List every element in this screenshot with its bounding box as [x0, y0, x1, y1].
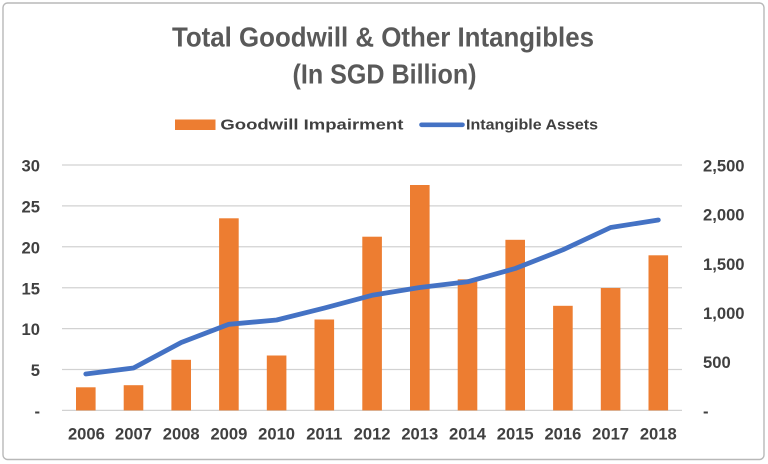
svg-text:25: 25 — [22, 198, 40, 217]
svg-text:2009: 2009 — [210, 425, 247, 444]
svg-text:30: 30 — [22, 157, 40, 176]
svg-text:2013: 2013 — [401, 425, 438, 444]
svg-text:1,500: 1,500 — [703, 255, 745, 274]
svg-text:2008: 2008 — [163, 425, 200, 444]
svg-text:2010: 2010 — [258, 425, 295, 444]
svg-text:2015: 2015 — [497, 425, 534, 444]
svg-text:2012: 2012 — [354, 425, 391, 444]
svg-text:20: 20 — [22, 238, 40, 257]
svg-text:2018: 2018 — [640, 425, 677, 444]
svg-text:2011: 2011 — [306, 425, 342, 444]
svg-text:-: - — [34, 402, 40, 421]
svg-text:2,500: 2,500 — [703, 157, 745, 176]
svg-text:5: 5 — [31, 361, 40, 380]
svg-text:Intangible Assets: Intangible Assets — [466, 117, 598, 134]
svg-text:500: 500 — [703, 353, 731, 372]
svg-text:15: 15 — [22, 279, 40, 298]
svg-text:2014: 2014 — [449, 425, 487, 444]
svg-text:(In SGD Billion): (In SGD Billion) — [293, 58, 477, 89]
svg-text:2007: 2007 — [115, 425, 152, 444]
svg-text:2016: 2016 — [544, 425, 581, 444]
svg-text:10: 10 — [22, 320, 40, 339]
svg-text:Total Goodwill & Other Intangi: Total Goodwill & Other Intangibles — [172, 22, 594, 53]
svg-text:1,000: 1,000 — [703, 304, 745, 323]
svg-text:2,000: 2,000 — [703, 206, 745, 225]
svg-text:-: - — [703, 402, 709, 421]
svg-text:Goodwill Impairment: Goodwill Impairment — [220, 117, 403, 134]
svg-text:2017: 2017 — [592, 425, 629, 444]
svg-text:2006: 2006 — [68, 425, 105, 444]
